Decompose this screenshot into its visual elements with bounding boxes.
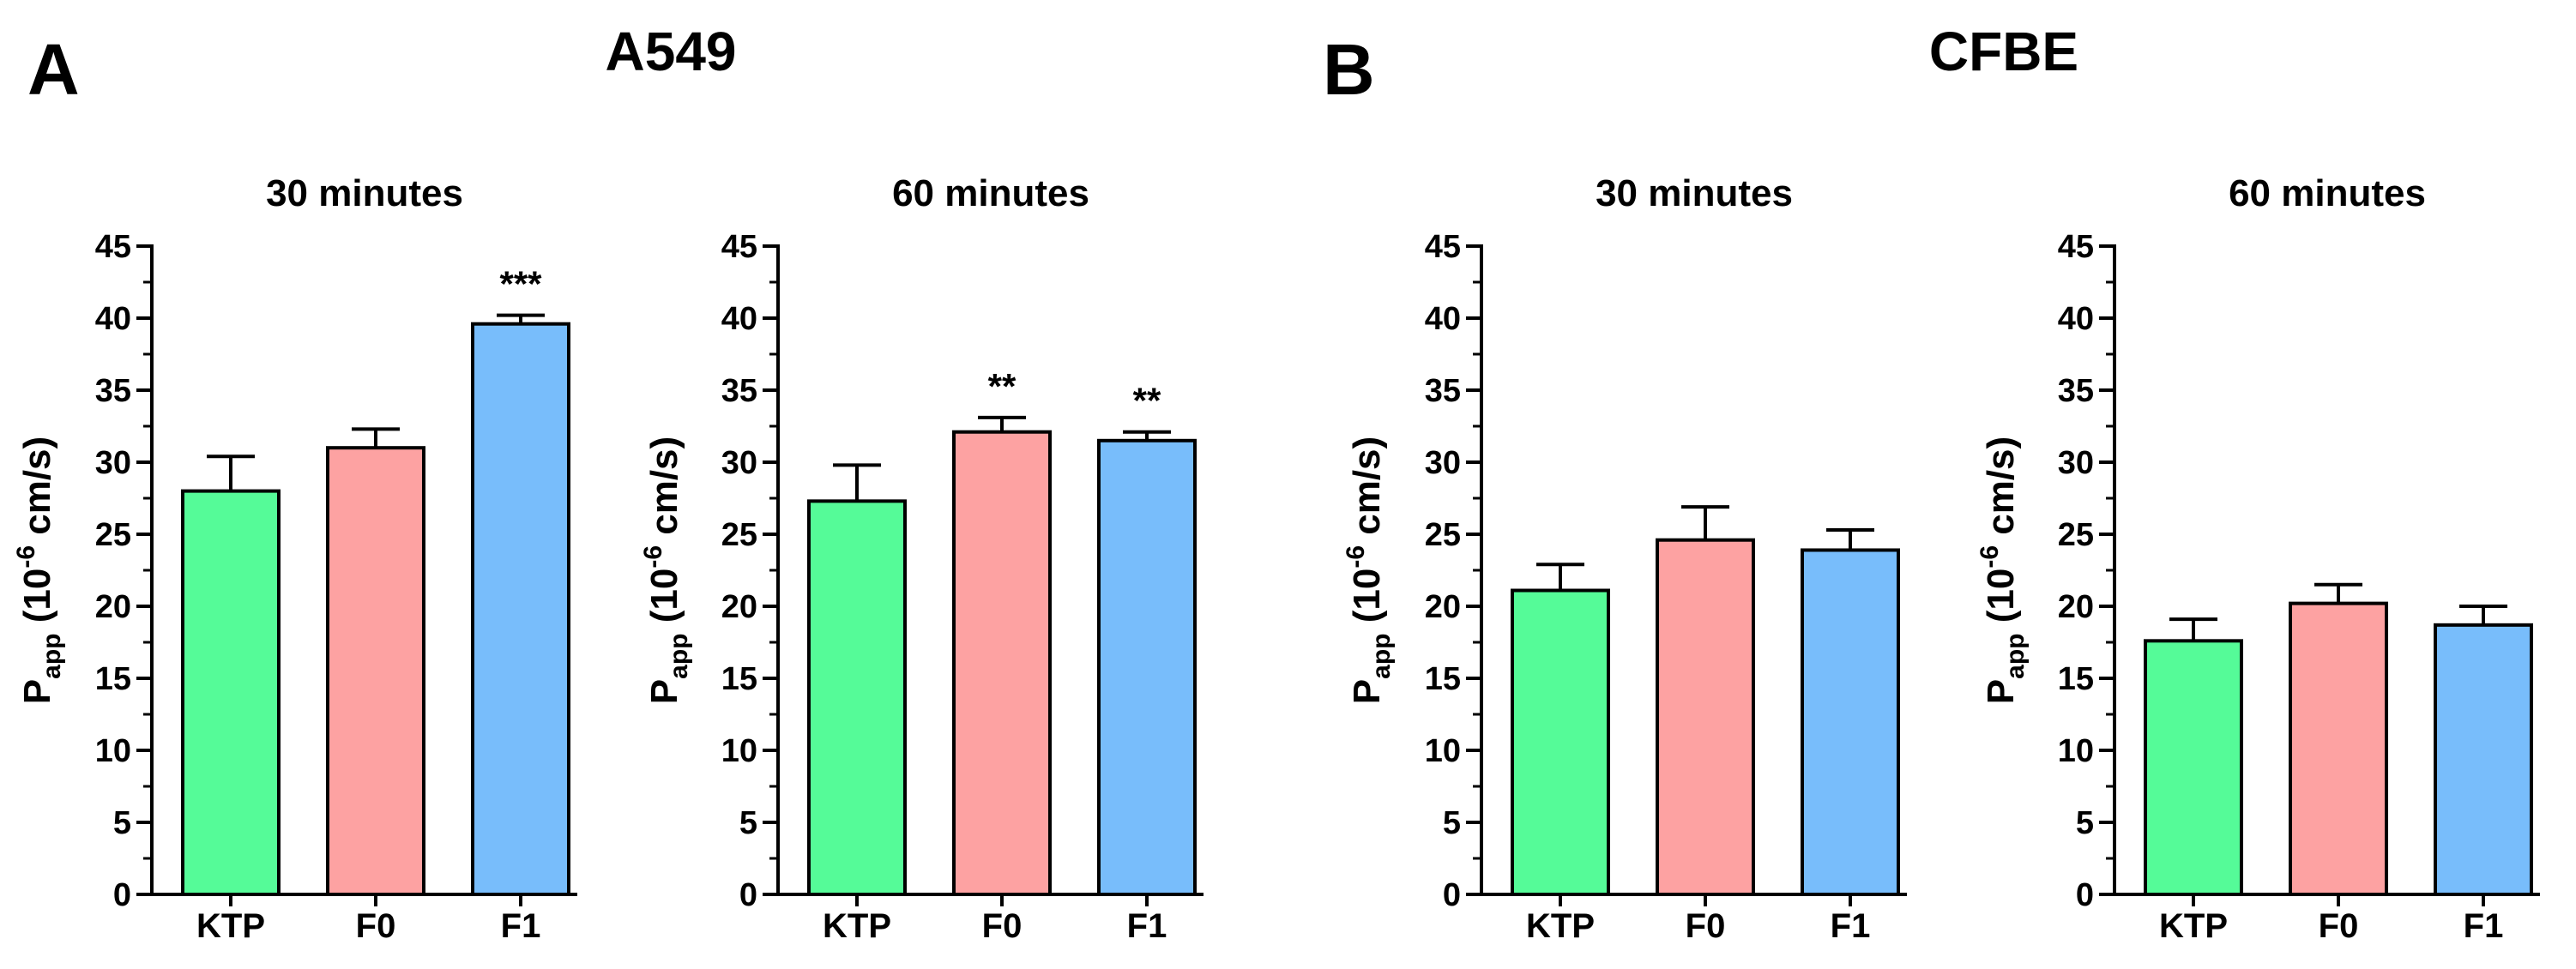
- y-tick-label: 45: [721, 229, 757, 265]
- y-tick-label: 40: [95, 301, 131, 337]
- y-tick-label: 5: [1443, 805, 1461, 841]
- y-axis-label: Papp (10-6 cm/s): [1976, 436, 2030, 704]
- y-tick-label: 40: [2058, 301, 2094, 337]
- category-label-f0: F0: [356, 907, 396, 945]
- y-tick-label: 20: [95, 589, 131, 625]
- y-tick-label: 15: [1425, 661, 1461, 697]
- y-tick-label: 40: [721, 301, 757, 337]
- bar-f1: [2434, 623, 2533, 897]
- chart-a549-30-minutes: 30 minutes KTP F0 *** F1 0 5 10 15 20 25 30 35 40 45 Pa…: [12, 172, 577, 945]
- chart-title: 30 minutes: [266, 172, 463, 214]
- group-title-a549: A549: [606, 21, 737, 82]
- y-tick-label: 30: [2058, 445, 2094, 481]
- category-label-f1: F1: [1831, 907, 1871, 945]
- bar-ktp: [181, 489, 281, 896]
- y-axis-label: Papp (10-6 cm/s): [639, 436, 693, 704]
- group-title-cfbe: CFBE: [1929, 21, 2078, 82]
- significance-marker: ***: [499, 264, 542, 304]
- category-label-f0: F0: [982, 907, 1023, 945]
- y-tick-label: 25: [721, 517, 757, 553]
- y-tick-label: 40: [1425, 301, 1461, 337]
- chart-title: 30 minutes: [1596, 172, 1793, 214]
- panel-letter-b: B: [1323, 29, 1375, 110]
- category-label-f1: F1: [2464, 907, 2504, 945]
- chart-title: 60 minutes: [892, 172, 1089, 214]
- significance-marker: **: [1133, 381, 1161, 421]
- y-axis-label: Papp (10-6 cm/s): [1342, 436, 1396, 704]
- bar-f0: [326, 446, 425, 896]
- y-tick-label: 10: [95, 733, 131, 769]
- y-tick-label: 30: [1425, 445, 1461, 481]
- y-tick-label: 10: [1425, 733, 1461, 769]
- chart-cfbe-30-minutes: 30 minutes KTP F0 F1 0 5 10 15 20 25 30 35 40 45 Papp …: [1342, 172, 1907, 945]
- y-tick-label: 15: [2058, 661, 2094, 697]
- y-tick-label: 25: [2058, 517, 2094, 553]
- bar-ktp: [1511, 588, 1610, 897]
- y-tick-label: 0: [2076, 877, 2094, 913]
- panel-letter-a: A: [27, 29, 80, 110]
- y-tick-label: 0: [1443, 877, 1461, 913]
- category-label-ktp: KTP: [2159, 907, 2228, 945]
- y-tick-label: 45: [2058, 229, 2094, 265]
- y-tick-label: 20: [2058, 589, 2094, 625]
- category-label-f0: F0: [1686, 907, 1726, 945]
- y-tick-label: 10: [721, 733, 757, 769]
- y-tick-label: 15: [95, 661, 131, 697]
- y-tick-label: 5: [739, 805, 757, 841]
- y-tick-label: 15: [721, 661, 757, 697]
- category-label-f1: F1: [1127, 907, 1167, 945]
- y-tick-label: 35: [1425, 373, 1461, 409]
- bar-f0: [1656, 538, 1755, 896]
- y-tick-label: 25: [95, 517, 131, 553]
- y-tick-label: 20: [721, 589, 757, 625]
- y-tick-label: 5: [2076, 805, 2094, 841]
- bar-f1: [1097, 438, 1197, 896]
- y-tick-label: 20: [1425, 589, 1461, 625]
- y-tick-label: 0: [739, 877, 757, 913]
- y-axis-label: Papp (10-6 cm/s): [12, 436, 66, 704]
- chart-a549-60-minutes: 60 minutes KTP ** F0 ** F1 0 5 10 15 20 25 30 35 40 45 P…: [639, 172, 1204, 945]
- y-tick-label: 5: [113, 805, 131, 841]
- y-tick-label: 35: [721, 373, 757, 409]
- bar-f0: [2289, 601, 2388, 896]
- category-label-f1: F1: [501, 907, 541, 945]
- bar-f1: [1801, 548, 1900, 896]
- bar-f0: [952, 430, 1052, 897]
- y-tick-label: 45: [1425, 229, 1461, 265]
- y-tick-label: 30: [721, 445, 757, 481]
- y-tick-label: 25: [1425, 517, 1461, 553]
- y-tick-label: 35: [95, 373, 131, 409]
- y-tick-label: 35: [2058, 373, 2094, 409]
- bar-f1: [471, 322, 570, 897]
- y-tick-label: 45: [95, 229, 131, 265]
- category-label-ktp: KTP: [196, 907, 265, 945]
- y-tick-label: 10: [2058, 733, 2094, 769]
- significance-marker: **: [988, 366, 1017, 406]
- category-label-ktp: KTP: [823, 907, 891, 945]
- chart-cfbe-60-minutes: 60 minutes KTP F0 F1 0 5 10 15 20 25 30 35 40 45 Papp …: [1976, 172, 2540, 945]
- y-tick-label: 30: [95, 445, 131, 481]
- bar-ktp: [2144, 639, 2243, 896]
- category-label-f0: F0: [2319, 907, 2359, 945]
- category-label-ktp: KTP: [1526, 907, 1595, 945]
- chart-title: 60 minutes: [2229, 172, 2426, 214]
- y-tick-label: 0: [113, 877, 131, 913]
- bar-ktp: [807, 499, 907, 896]
